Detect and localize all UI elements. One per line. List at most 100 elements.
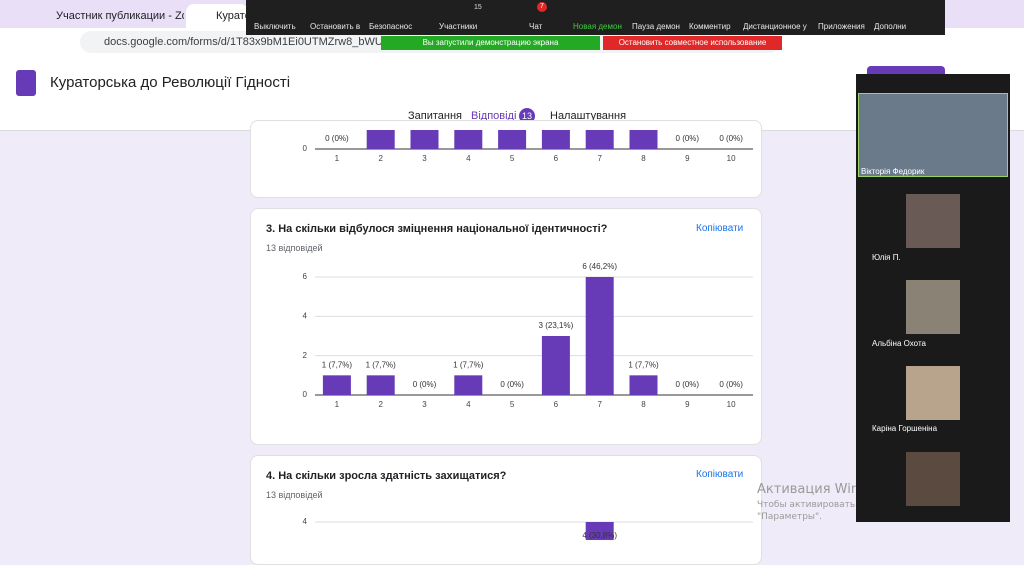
value-label: 0 (0%) xyxy=(325,134,349,143)
value-label: 0 (0%) xyxy=(676,380,700,389)
x-tick-label: 7 xyxy=(597,154,602,163)
x-tick-label: 4 xyxy=(466,400,471,409)
participant-name: Каріна Горшеніна xyxy=(872,424,938,433)
x-tick-label: 10 xyxy=(727,400,736,409)
y-tick-label: 2 xyxy=(303,351,308,360)
bar xyxy=(585,130,614,149)
x-tick-label: 5 xyxy=(510,400,515,409)
charts: 0 1 0 (0%) 2 3 4 5 6 7 8 9 0 (0%) 10 0 (0%) 0 2 4 6 1 1 (7,… xyxy=(303,130,753,540)
x-tick-label: 1 xyxy=(335,400,340,409)
x-tick-label: 8 xyxy=(641,400,646,409)
x-tick-label: 6 xyxy=(554,400,559,409)
x-tick-label: 6 xyxy=(554,154,559,163)
question-title: 3. На скільки відбулося зміцнення націон… xyxy=(266,223,608,235)
bar xyxy=(585,522,614,540)
bar xyxy=(541,130,570,149)
participants-count: 15 xyxy=(474,4,482,11)
participant-name: Альбіна Охота xyxy=(872,339,926,348)
value-label: 0 (0%) xyxy=(719,134,743,143)
toolbar-button[interactable]: Дополни xyxy=(874,22,907,31)
x-tick-label: 7 xyxy=(597,400,602,409)
bar xyxy=(410,130,439,149)
value-label: 0 (0%) xyxy=(719,380,743,389)
question-title: 4. На скільки зросла здатність захищатис… xyxy=(266,470,507,482)
video-tile xyxy=(858,93,1008,177)
copy-button[interactable]: Копіювати xyxy=(696,223,744,234)
toolbar-button[interactable]: Безопаснос xyxy=(369,22,413,31)
bar xyxy=(498,130,527,149)
zoom-toolbar xyxy=(246,0,945,35)
x-tick-label: 1 xyxy=(335,154,340,163)
y-tick-label: 0 xyxy=(303,390,308,399)
value-label: 1 (7,7%) xyxy=(322,360,353,369)
forms-icon xyxy=(16,70,36,96)
toolbar-button[interactable]: Дистанционное у xyxy=(743,22,807,31)
watermark-text: "Параметры". xyxy=(757,512,823,522)
value-label: 1 (7,7%) xyxy=(628,360,659,369)
y-tick-label: 6 xyxy=(303,272,308,281)
toolbar-button[interactable]: Выключить xyxy=(254,22,296,31)
y-tick-label: 0 xyxy=(303,144,308,153)
x-tick-label: 9 xyxy=(685,154,690,163)
bar xyxy=(629,375,658,395)
toolbar-button[interactable]: Пауза демон xyxy=(632,22,680,31)
value-label: 0 (0%) xyxy=(500,380,524,389)
chart: 0 2 4 6 1 1 (7,7%) 2 1 (7,7%) 3 0 (0%) 4 1 (7,7%) 5 0… xyxy=(303,262,753,409)
toolbar-button[interactable]: Остановить в xyxy=(310,22,361,31)
x-tick-label: 2 xyxy=(378,400,383,409)
response-count: 13 відповідей xyxy=(266,490,323,500)
value-label: 0 (0%) xyxy=(413,380,437,389)
x-tick-label: 10 xyxy=(727,154,736,163)
value-label: 1 (7,7%) xyxy=(366,360,397,369)
bar xyxy=(541,336,570,395)
toolbar-button[interactable]: Новая демон xyxy=(573,22,622,31)
bar xyxy=(454,130,483,149)
x-tick-label: 3 xyxy=(422,400,427,409)
x-tick-label: 5 xyxy=(510,154,515,163)
chat-badge: 7 xyxy=(537,2,547,12)
bar xyxy=(366,375,395,395)
bar xyxy=(366,130,395,149)
video-tile xyxy=(906,366,960,420)
y-tick-label: 4 xyxy=(303,517,308,526)
x-tick-label: 2 xyxy=(378,154,383,163)
toolbar-button[interactable]: Приложения xyxy=(818,22,865,31)
share-banner: Вы запустили демонстрацию экрана xyxy=(381,36,600,50)
value-label: 3 (23,1%) xyxy=(539,321,574,330)
form-tab[interactable]: Відповіді xyxy=(471,110,517,122)
toolbar-button[interactable]: Чат xyxy=(529,22,543,31)
toolbar-button[interactable]: Комментир xyxy=(689,22,731,31)
video-tile xyxy=(906,452,960,506)
participant-name: Юлія П. xyxy=(872,253,901,262)
question-card xyxy=(250,455,762,565)
bar xyxy=(454,375,483,395)
chart: 0 1 0 (0%) 2 3 4 5 6 7 8 9 0 (0%) 10 0 (0%) xyxy=(303,130,753,163)
x-tick-label: 4 xyxy=(466,154,471,163)
participant-name: Вікторія Федорик xyxy=(861,167,925,176)
question-card xyxy=(250,208,762,445)
response-count: 13 відповідей xyxy=(266,243,323,253)
bar xyxy=(629,130,658,149)
chart: 4 4 (30,8%) xyxy=(303,517,753,540)
form-tab[interactable]: Налаштування xyxy=(550,110,627,122)
form-tab[interactable]: Запитання xyxy=(408,110,463,122)
value-label: 6 (46,2%) xyxy=(582,262,617,271)
bar xyxy=(585,277,614,395)
video-tile xyxy=(906,194,960,248)
toolbar-button[interactable]: Участники xyxy=(439,22,478,31)
browser-tab[interactable]: Кураторсь xyxy=(186,4,248,28)
browser-tab[interactable]: Участник публикации - Zoom xyxy=(26,4,184,28)
value-label: 1 (7,7%) xyxy=(453,360,484,369)
x-tick-label: 3 xyxy=(422,154,427,163)
x-tick-label: 8 xyxy=(641,154,646,163)
bar xyxy=(322,375,351,395)
x-tick-label: 9 xyxy=(685,400,690,409)
copy-button[interactable]: Копіювати xyxy=(696,469,744,480)
y-tick-label: 4 xyxy=(303,311,308,320)
form-title: Кураторська до Революції Гідності xyxy=(50,74,291,91)
value-label: 4 (30,8%) xyxy=(582,531,617,540)
video-tile xyxy=(906,280,960,334)
stop-share-button[interactable]: Остановить совместное использование xyxy=(603,36,782,50)
